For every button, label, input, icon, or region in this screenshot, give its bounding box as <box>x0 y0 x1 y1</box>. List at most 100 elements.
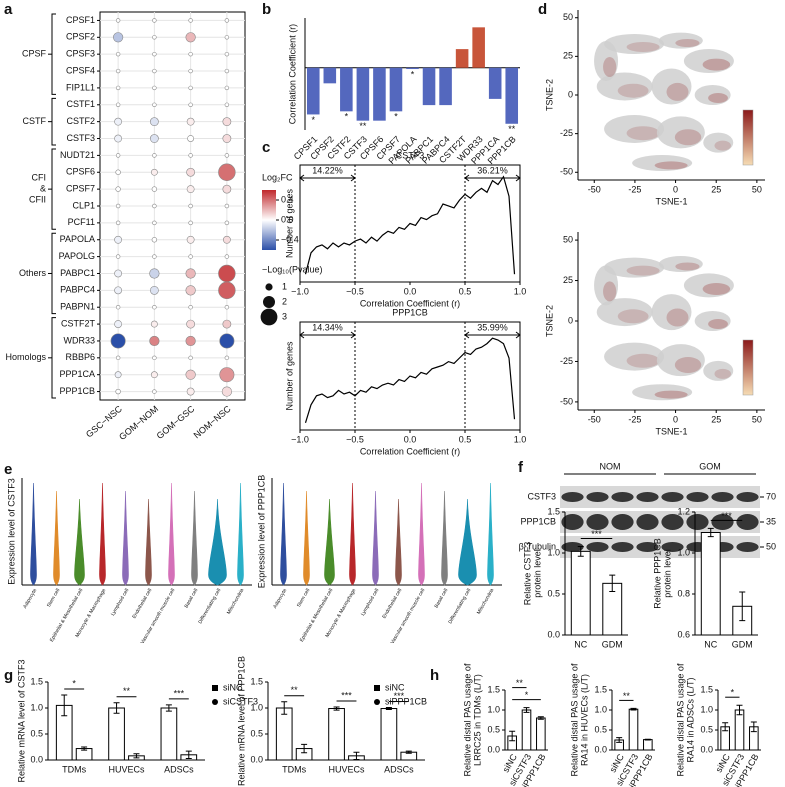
bar <box>734 709 745 751</box>
dot <box>224 102 230 108</box>
dot <box>188 254 193 259</box>
y-axis-label: protein level <box>532 549 542 598</box>
x-tick-label: Adipocyte <box>22 587 38 609</box>
x-tick-label: −0.5 <box>346 434 364 444</box>
legend-marker <box>374 699 380 705</box>
x-tick-label: Stem cell <box>296 588 311 609</box>
bar <box>323 67 337 84</box>
cell-cluster-expr <box>708 93 728 103</box>
group-label: CPSF <box>22 49 47 59</box>
dot <box>115 254 121 259</box>
x-tick-label: Differentiating cell <box>447 588 472 625</box>
y-tick-label: 0.0 <box>487 744 500 754</box>
significance: ** <box>508 124 516 134</box>
group-label: Homologs <box>5 352 46 362</box>
cell-cluster <box>683 49 734 73</box>
blot-band <box>561 514 584 530</box>
size-key <box>260 308 278 326</box>
panel-label: h <box>430 667 439 684</box>
violin <box>280 482 287 586</box>
legend-marker <box>212 699 218 705</box>
row-label: PABPC1 <box>60 268 95 278</box>
bar <box>406 67 419 70</box>
cell-cluster-expr <box>702 283 731 295</box>
y-tick-label: -50 <box>560 167 573 177</box>
x-tick-label: 1.0 <box>514 286 527 296</box>
row-label: PPP1CA <box>59 369 95 379</box>
column-group-label: NOM <box>600 461 621 471</box>
error-bar <box>630 707 637 711</box>
dot <box>186 319 196 329</box>
line-series <box>304 175 516 275</box>
error-bar <box>353 751 360 760</box>
dot <box>114 134 123 143</box>
size-key-label: 3 <box>282 311 287 321</box>
blot-band <box>711 492 734 502</box>
group-bracket <box>51 232 56 315</box>
cell-cluster <box>604 115 665 143</box>
error-bar <box>707 527 714 538</box>
bar <box>340 67 353 112</box>
y-tick-label: 0.8 <box>677 588 690 598</box>
x-tick-label: 1.0 <box>514 434 527 444</box>
dot <box>115 388 121 395</box>
x-tick-label: -50 <box>588 184 601 194</box>
bar <box>488 67 502 99</box>
column-label: NOM−NSC <box>192 403 233 440</box>
dot <box>149 268 160 279</box>
violin <box>303 490 310 586</box>
dot <box>188 304 193 310</box>
x-tick-label: TDMs <box>282 764 306 774</box>
color-tick-label: 0.0 <box>281 214 294 224</box>
y-tick-label: 0 <box>568 89 573 99</box>
cell-cluster-expr <box>708 319 728 329</box>
cell-cluster-expr <box>603 281 617 302</box>
group-label: CSTF <box>23 116 47 126</box>
significance: ** <box>123 686 131 696</box>
dot <box>222 235 231 244</box>
cell-cluster <box>651 68 692 105</box>
row-label: NUDT21 <box>60 150 95 160</box>
bar <box>536 717 546 751</box>
dot <box>152 203 157 209</box>
significance: ** <box>516 678 524 688</box>
cell-cluster <box>596 298 653 327</box>
x-tick-label: 0.5 <box>459 434 472 444</box>
error-bar <box>165 704 172 712</box>
significance: *** <box>174 688 185 698</box>
y-tick-label: 0 <box>568 315 573 325</box>
dot <box>149 117 159 127</box>
dot <box>222 134 232 143</box>
cell-cluster-expr <box>654 390 688 399</box>
size-key-label: 1 <box>282 281 287 291</box>
error-bar <box>523 707 530 713</box>
x-tick-label: HUVECs <box>328 764 365 774</box>
dot <box>150 371 158 379</box>
row-label: PPP1CB <box>520 516 556 526</box>
dot <box>115 153 121 158</box>
violin <box>372 490 379 586</box>
error-bar <box>577 545 584 557</box>
legend-marker <box>374 685 380 691</box>
bar <box>570 550 591 636</box>
dot <box>188 85 193 91</box>
bar <box>160 707 178 761</box>
violin <box>349 482 356 586</box>
y-tick-label: 1.0 <box>547 547 560 557</box>
dot <box>152 18 157 23</box>
y-axis-label: RA14 in HUVECs (L/T) <box>579 674 589 766</box>
bar <box>356 67 370 121</box>
row-label: PABPN1 <box>60 302 95 312</box>
range-label: 36.21% <box>477 165 508 175</box>
dot <box>188 102 193 108</box>
dot <box>187 135 195 142</box>
cell-cluster-expr <box>626 126 660 141</box>
group-label: & <box>40 184 46 194</box>
legend-label: siCSTF3 <box>223 696 258 706</box>
marker-label: 35 <box>766 516 776 526</box>
size-key <box>263 296 275 308</box>
y-tick-label: -25 <box>560 128 573 138</box>
cell-cluster-expr <box>666 82 689 101</box>
cell-cluster <box>632 384 693 401</box>
dot <box>115 68 121 74</box>
